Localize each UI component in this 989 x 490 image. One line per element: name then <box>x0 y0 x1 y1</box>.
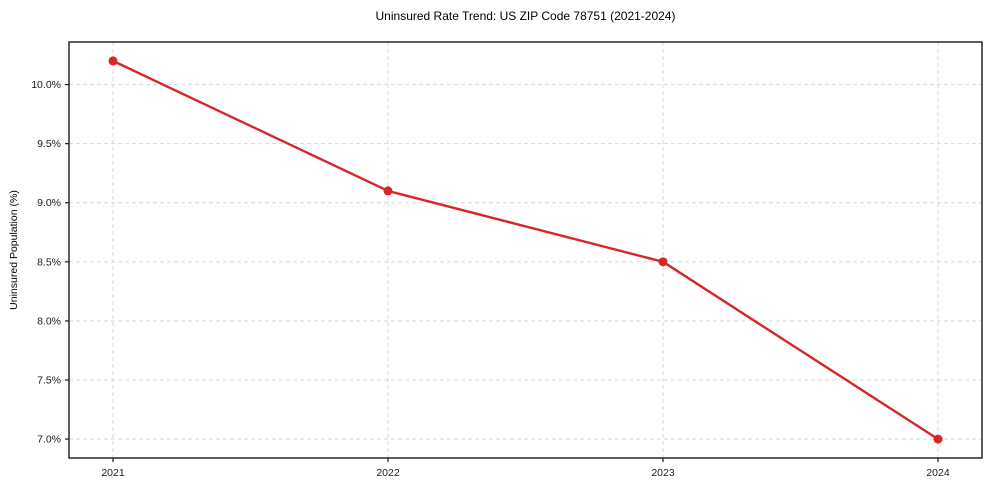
x-tick-label: 2024 <box>926 467 950 479</box>
x-tick-label: 2021 <box>101 467 125 479</box>
y-axis-label: Uninsured Population (%) <box>8 190 20 310</box>
y-tick-label: 7.0% <box>37 434 61 446</box>
y-tick-label: 8.0% <box>37 315 61 327</box>
y-tick-label: 7.5% <box>37 375 61 387</box>
data-point-marker <box>383 186 393 196</box>
y-tick-label: 9.5% <box>37 138 61 150</box>
chart-title: Uninsured Rate Trend: US ZIP Code 78751 … <box>375 9 676 23</box>
y-tick-label: 10.0% <box>31 79 61 91</box>
data-point-marker <box>658 257 668 267</box>
x-tick-label: 2023 <box>651 467 675 479</box>
trend-line <box>111 59 940 441</box>
x-tick-label: 2022 <box>376 467 400 479</box>
y-tick-label: 9.0% <box>37 197 61 209</box>
plot-border <box>68 41 983 459</box>
data-point-marker <box>108 56 118 66</box>
data-point-marker <box>933 434 943 444</box>
y-tick-label: 8.5% <box>37 256 61 268</box>
